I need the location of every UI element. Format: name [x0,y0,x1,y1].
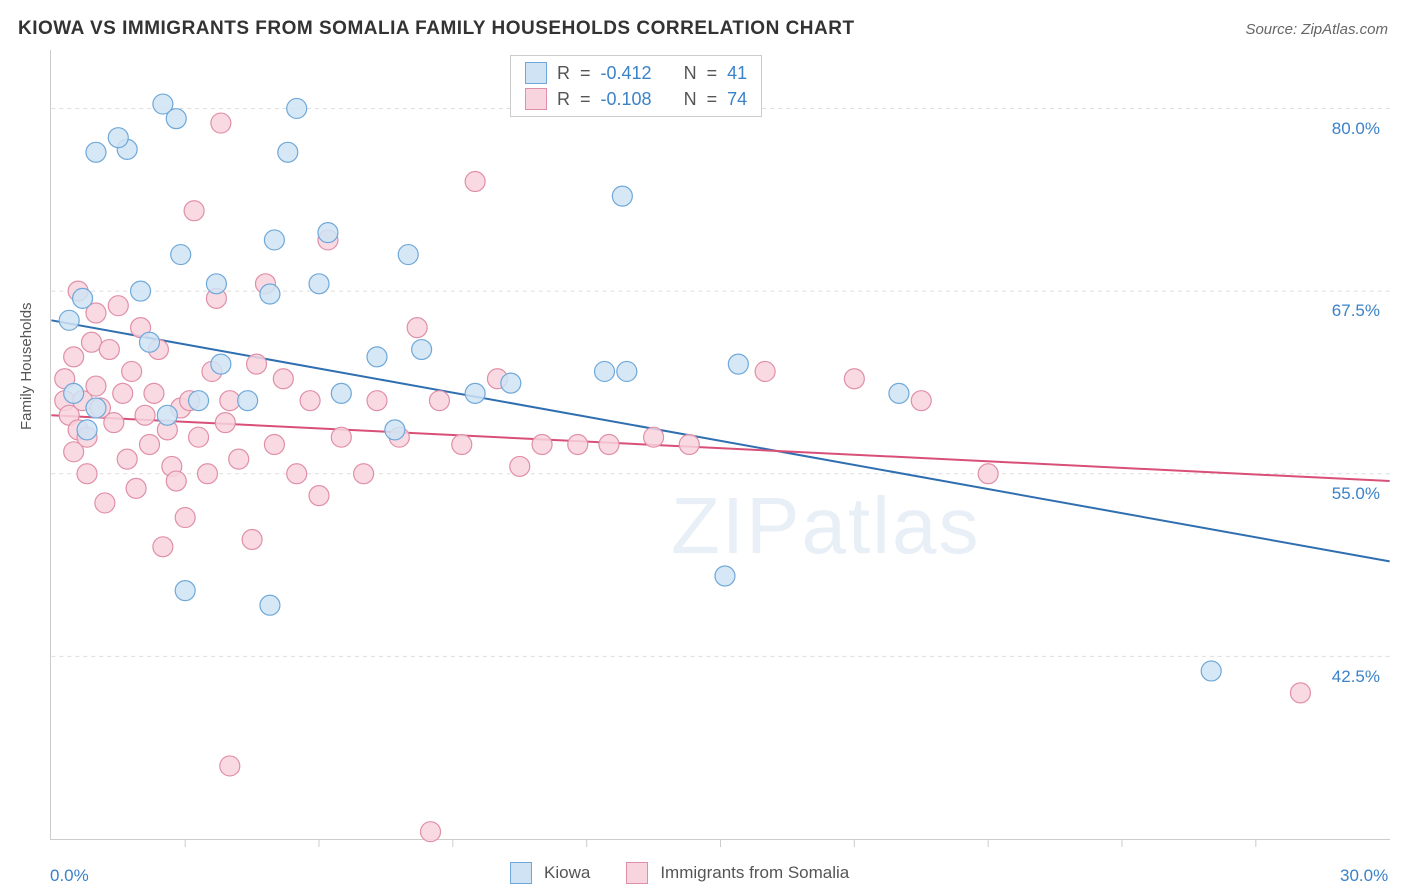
eq-1a: = [580,63,591,84]
n-value-2: 74 [727,89,747,110]
legend-row-1: R = -0.412 N = 41 [525,60,747,86]
n-label-2: N [684,89,697,110]
swatch-series-1 [525,62,547,84]
legend-label-2: Immigrants from Somalia [660,863,849,883]
eq-1b: = [707,63,718,84]
r-value-2: -0.108 [601,89,652,110]
source-label: Source: ZipAtlas.com [1245,21,1388,38]
n-value-1: 41 [727,63,747,84]
r-value-1: -0.412 [601,63,652,84]
n-label-1: N [684,63,697,84]
swatch-bottom-1 [510,862,532,884]
legend-label-1: Kiowa [544,863,590,883]
y-axis-label: Family Households [18,302,35,430]
r-label-2: R [557,89,570,110]
x-tick-label: 0.0% [50,866,89,886]
chart-area: ZIPatlas 42.5%55.0%67.5%80.0% [50,50,1390,840]
plot-svg [51,50,1390,839]
x-tick-label: 30.0% [1340,866,1388,886]
legend-correlation: R = -0.412 N = 41 R = -0.108 N = 74 [510,55,762,117]
header: KIOWA VS IMMIGRANTS FROM SOMALIA FAMILY … [18,18,1388,40]
y-tick-label: 67.5% [1332,301,1380,321]
chart-title: KIOWA VS IMMIGRANTS FROM SOMALIA FAMILY … [18,18,855,40]
y-tick-label: 55.0% [1332,484,1380,504]
eq-2a: = [580,89,591,110]
legend-series: Kiowa Immigrants from Somalia [510,862,849,884]
r-label-1: R [557,63,570,84]
y-tick-label: 80.0% [1332,119,1380,139]
swatch-bottom-2 [626,862,648,884]
y-tick-label: 42.5% [1332,667,1380,687]
swatch-series-2 [525,88,547,110]
legend-row-2: R = -0.108 N = 74 [525,86,747,112]
eq-2b: = [707,89,718,110]
